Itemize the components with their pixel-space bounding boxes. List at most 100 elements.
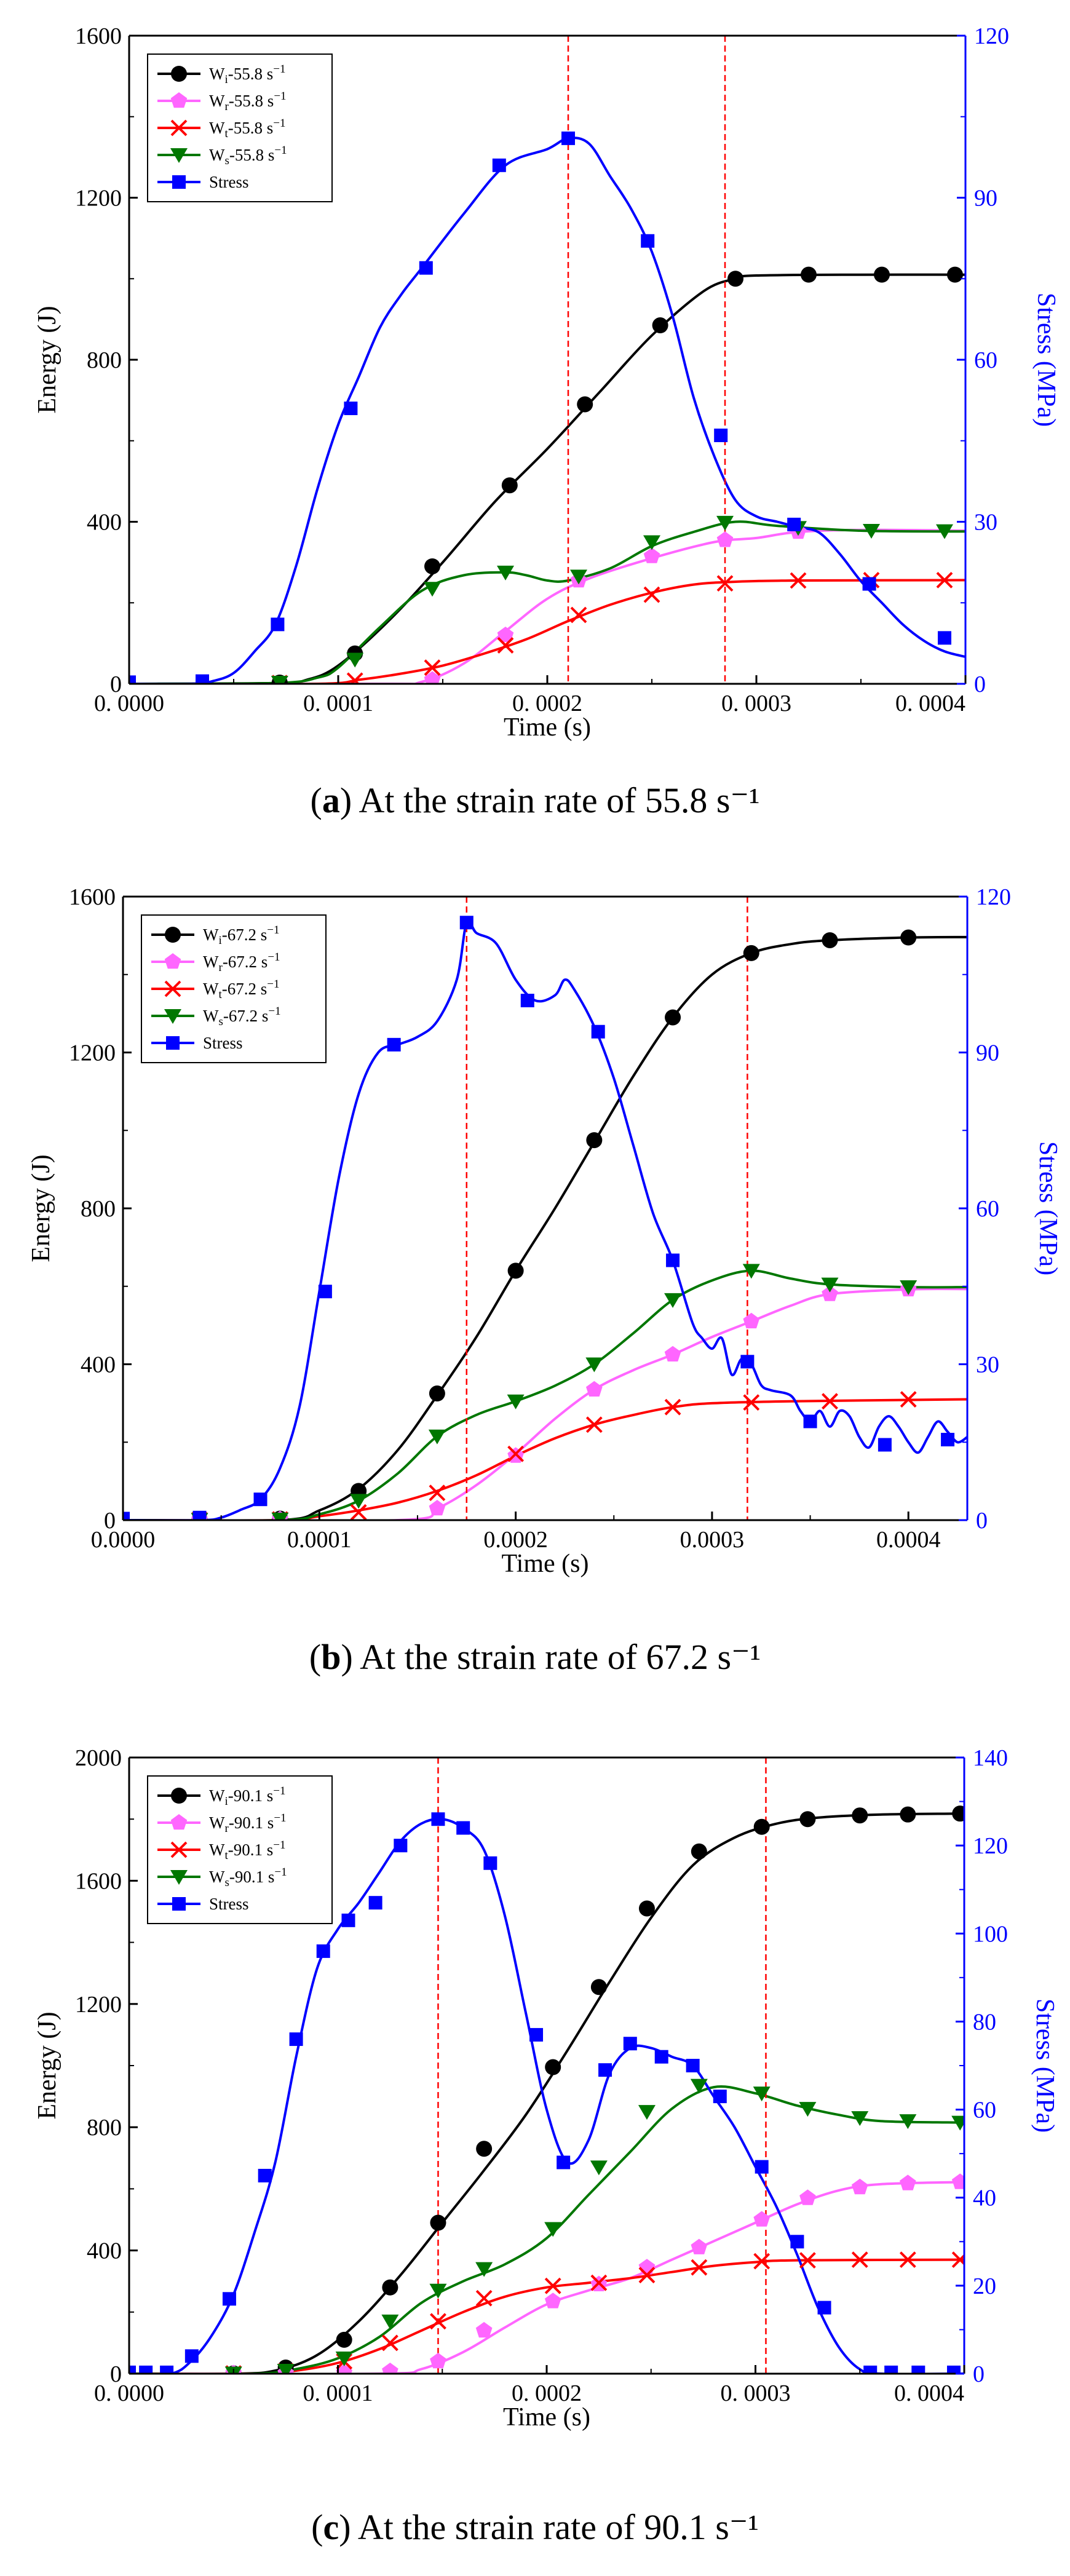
data-point-wt [350, 1504, 367, 1520]
data-point-wr [822, 1285, 838, 1301]
series-line-wi [129, 273, 965, 684]
legend-label-wr: Wr-67.2 s−1 [203, 951, 280, 974]
x-tick-label: 0. 0004 [895, 691, 965, 716]
data-point-wt [475, 2289, 493, 2307]
data-point-wi [590, 1979, 607, 1995]
data-point-wt [799, 2252, 816, 2269]
data-point-wt [570, 606, 587, 624]
y2-tick-label: 60 [976, 1196, 999, 1222]
y2-tick-label: 40 [973, 2186, 996, 2211]
data-point-stress [289, 2032, 303, 2047]
data-point-stress [713, 2090, 727, 2104]
y2-tick-label: 90 [974, 186, 997, 212]
data-point-ws [590, 2160, 608, 2176]
data-point-wt [544, 2277, 561, 2294]
data-point-ws [742, 1264, 760, 1279]
data-point-stress [459, 916, 474, 930]
data-point-ws [821, 1277, 839, 1293]
data-point-wi [900, 929, 917, 946]
data-point-stress [740, 1355, 755, 1369]
data-point-wr [544, 2293, 561, 2308]
data-point-wt [951, 2251, 964, 2269]
y2-axis-label: Stress (MPa) [1034, 1141, 1062, 1275]
data-point-wt [790, 572, 807, 589]
x-tick-label: 0. 0001 [303, 2380, 373, 2406]
series-line-ws [123, 1269, 967, 1520]
data-point-ws [900, 1280, 917, 1296]
data-point-stress [318, 1285, 332, 1299]
data-point-stress [641, 234, 655, 248]
legend-marker-wr [170, 1814, 188, 1830]
data-point-stress [714, 428, 728, 442]
legend-label-wi: Wi-67.2 s−1 [203, 924, 279, 947]
series-line-stress [123, 919, 967, 1520]
data-point-stress [863, 2365, 878, 2374]
data-point-stress [884, 2365, 898, 2374]
data-point-stress [787, 517, 801, 531]
plot-area [129, 1758, 964, 2374]
data-point-wr [497, 627, 514, 643]
data-point-wt [691, 2259, 708, 2276]
y2-tick-label: 120 [974, 23, 1009, 49]
data-point-ws [428, 1429, 446, 1445]
legend-marker-ws [170, 1870, 188, 1885]
legend-marker-wi [171, 66, 187, 82]
y2-tick-label: 30 [976, 1352, 999, 1378]
legend-label-stress: Stress [203, 1034, 243, 1052]
y-tick-label: 1200 [75, 186, 122, 212]
data-point-stress [341, 1913, 355, 1927]
y-tick-label: 0 [110, 672, 122, 697]
legend-marker-ws [164, 1009, 181, 1024]
data-point-wr [429, 1500, 446, 1516]
data-point-wi [900, 1806, 916, 1823]
x-tick-label: 0.0004 [876, 1527, 941, 1553]
data-point-stress [817, 2301, 831, 2315]
data-point-wt [429, 1484, 446, 1502]
data-point-wr [475, 2321, 493, 2338]
data-point-ws [799, 2102, 817, 2117]
data-point-stress [431, 1812, 445, 1826]
y-tick-label: 1600 [75, 23, 122, 49]
data-point-ws [381, 2314, 399, 2329]
series-line-stress [129, 1817, 964, 2374]
data-point-ws [851, 2111, 869, 2126]
data-point-ws [585, 1357, 603, 1373]
data-point-stress [598, 2063, 612, 2077]
data-point-ws [544, 2222, 562, 2237]
data-point-ws [643, 535, 660, 550]
data-point-wt [381, 2334, 398, 2352]
y-tick-label: 0 [104, 1508, 116, 1534]
chart-panel-b: 0.0000 0.0001 0.0002 0.0003 0.0004 0 400 800 120… [27, 884, 1062, 1578]
data-point-stress [387, 1037, 401, 1052]
data-point-ws [638, 2105, 656, 2120]
data-point-ws [346, 652, 364, 668]
y-axis-label: Energy (J) [27, 1154, 55, 1262]
data-point-wi [652, 317, 668, 334]
data-point-ws [507, 1394, 525, 1409]
data-point-wt [585, 1416, 603, 1433]
x-tick-label: 0. 0002 [512, 691, 582, 716]
data-point-ws [350, 1494, 368, 1509]
legend: Wi-90.1 s−1 Wr-90.1 s−1 Wt-90.1 s−1 Ws-90.1… [147, 1775, 333, 1924]
legend-label-stress: Stress [209, 173, 249, 191]
y2-axis-label: Stress (MPa) [1031, 1999, 1059, 2133]
data-point-ws [716, 515, 734, 531]
y-tick-label: 400 [87, 510, 122, 536]
data-point-wr [638, 2259, 656, 2275]
data-point-wi [822, 932, 838, 948]
data-point-wi [743, 945, 759, 961]
legend-marker-wt [170, 119, 188, 137]
y-tick-label: 2000 [75, 1745, 122, 1771]
data-point-stress [456, 1821, 470, 1835]
series-line-stress [129, 137, 965, 684]
data-point-wt [430, 2313, 446, 2330]
series-line-wr [123, 1288, 967, 1520]
data-point-stress [419, 261, 433, 275]
data-point-wt [716, 575, 734, 592]
data-point-wi [799, 1811, 816, 1828]
data-point-wi [507, 1262, 524, 1279]
data-point-wr [336, 2364, 352, 2374]
data-point-stress [492, 158, 506, 172]
caption-b: (b) At the strain rate of 67.2 s⁻¹ [309, 1637, 761, 1677]
data-point-wi [801, 266, 817, 283]
